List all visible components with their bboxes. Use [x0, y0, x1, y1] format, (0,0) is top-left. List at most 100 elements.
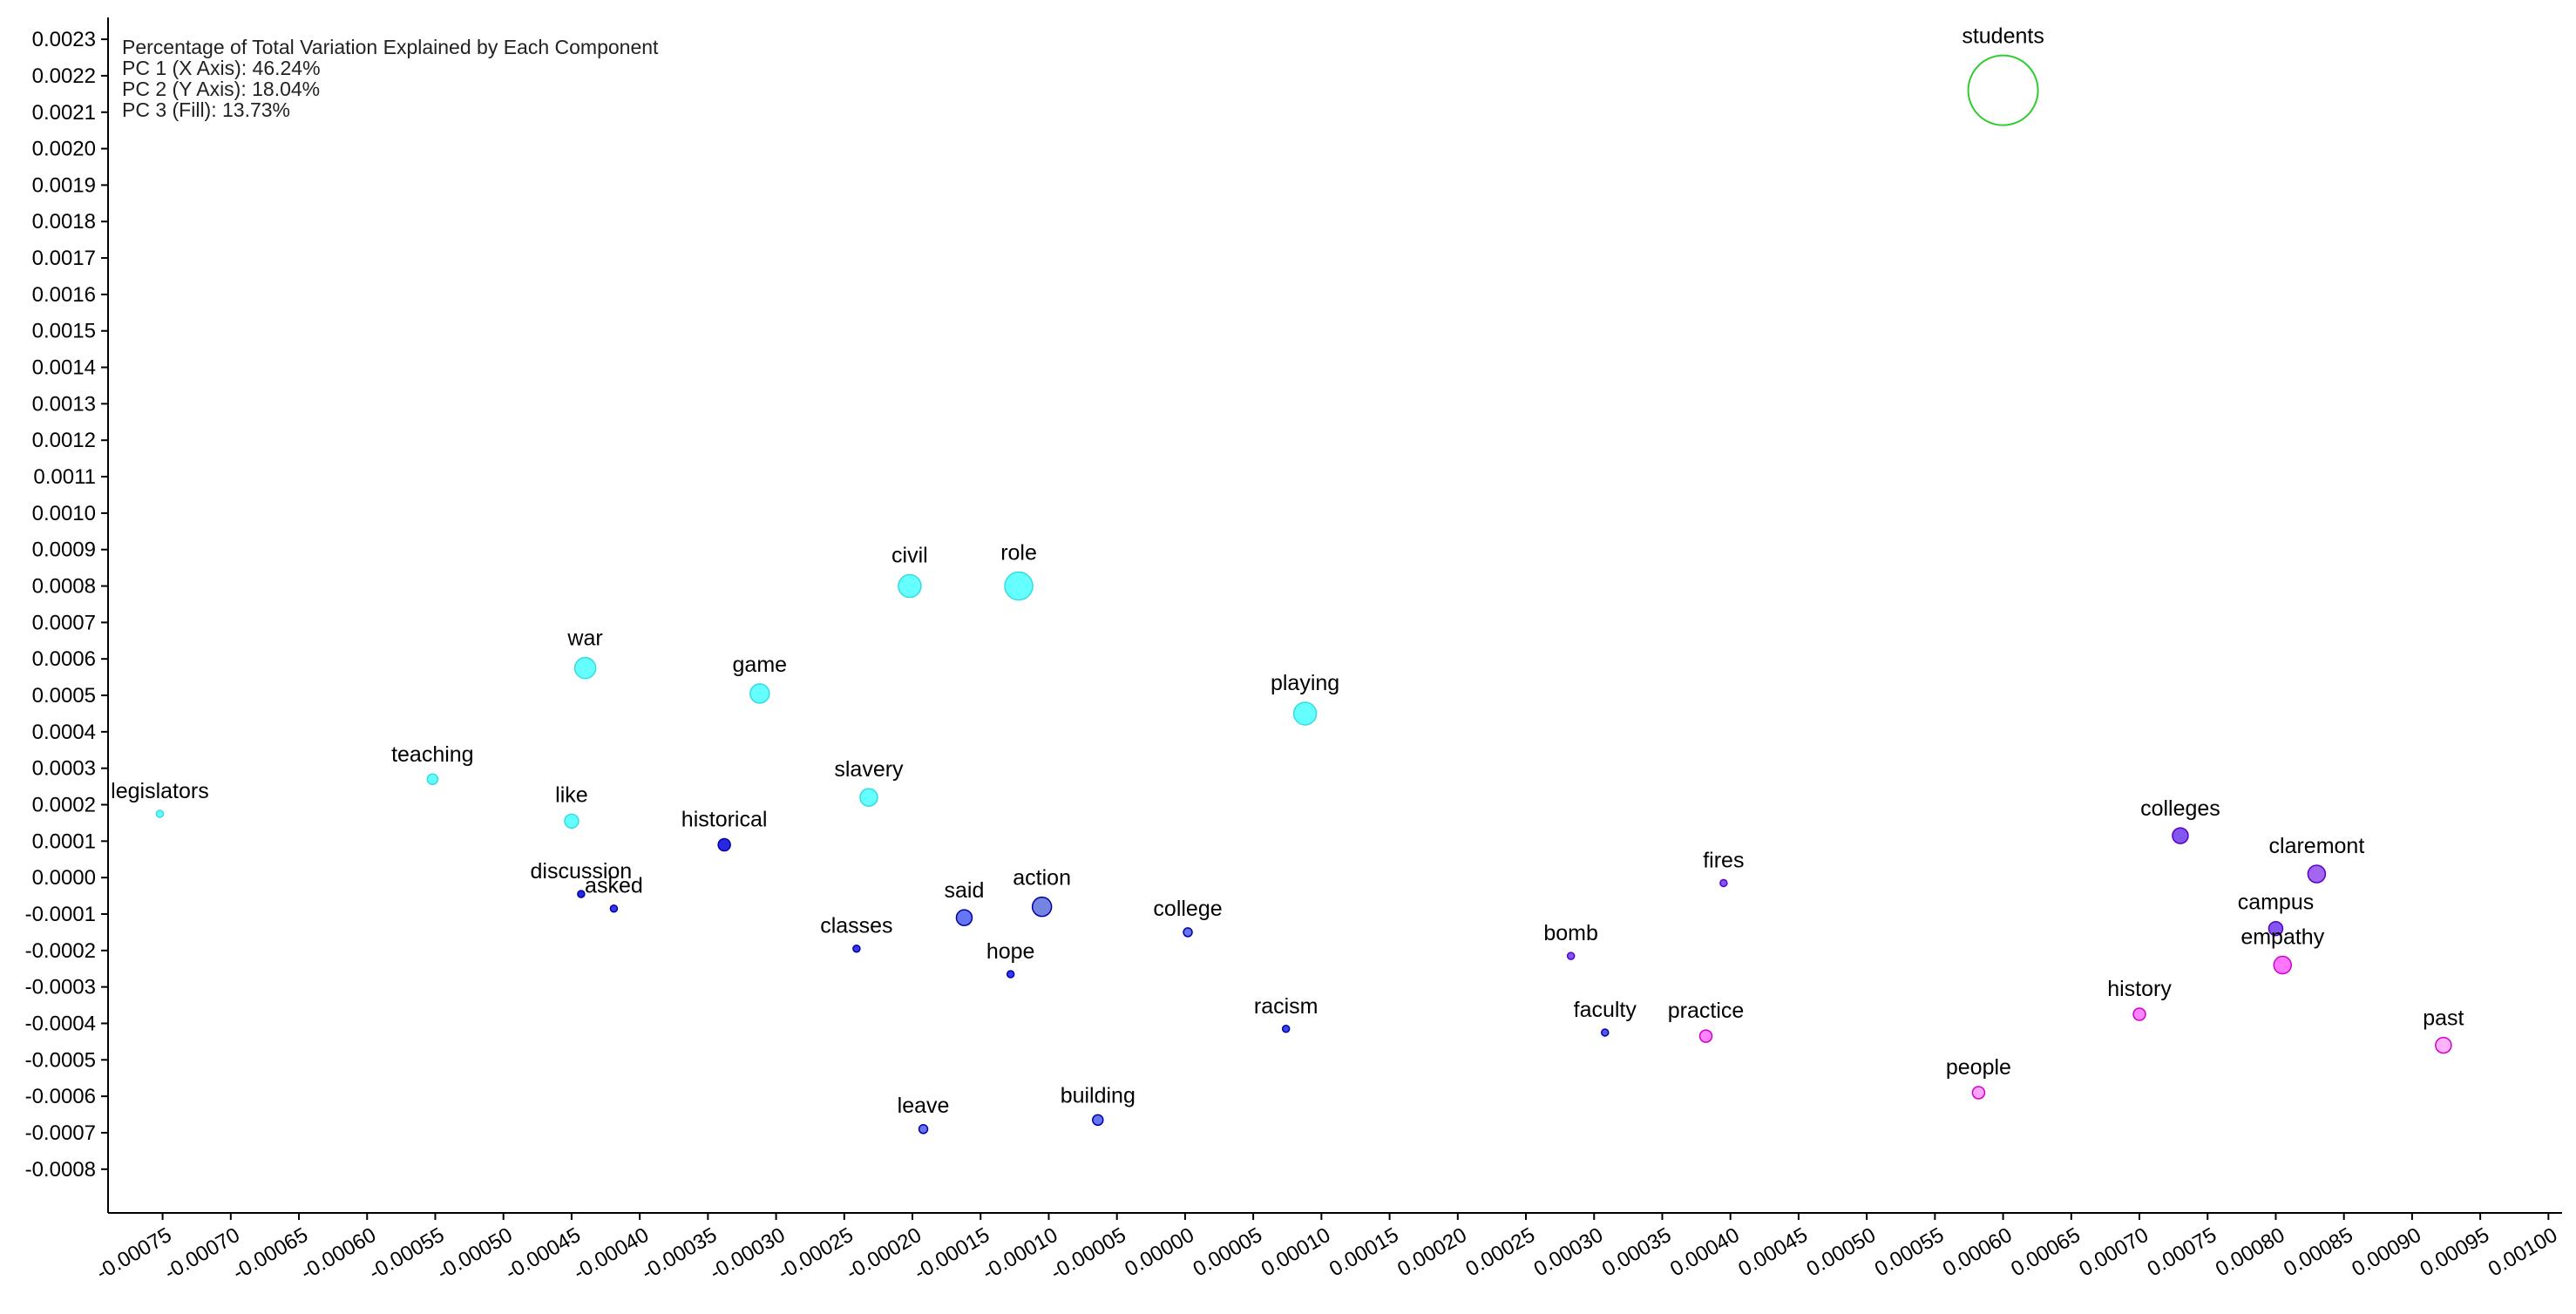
y-tick-label: 0.0016 — [32, 283, 96, 307]
x-tick-label: 0.00075 — [2144, 1223, 2221, 1282]
label-building: building — [1061, 1083, 1135, 1107]
label-campus: campus — [2238, 891, 2315, 915]
label-empathy: empathy — [2240, 925, 2324, 950]
x-tick-label: 0.00010 — [1257, 1223, 1335, 1282]
x-tick-label: 0.00060 — [1939, 1223, 2017, 1282]
x-tick-label: -0.00060 — [297, 1223, 381, 1285]
point-said — [955, 909, 973, 926]
point-war — [573, 656, 597, 680]
x-tick-label: 0.00070 — [2075, 1223, 2152, 1282]
x-tick-label: 0.00100 — [2484, 1223, 2562, 1282]
x-tick-label: -0.00010 — [979, 1223, 1062, 1285]
label-students: students — [1962, 24, 2044, 49]
label-legislators: legislators — [111, 779, 209, 803]
x-tick-label: 0.00095 — [2416, 1223, 2493, 1282]
x-tick-label: -0.00075 — [92, 1223, 176, 1285]
x-tick-label: -0.00025 — [774, 1223, 858, 1285]
point-historical — [717, 837, 731, 852]
x-tick-label: 0.00080 — [2212, 1223, 2289, 1282]
y-tick-label: -0.0007 — [25, 1121, 96, 1145]
point-past — [2435, 1036, 2452, 1054]
axes: 0.0023 0.0022 0.0021 0.0020 0.0019 0.0018 0.00… — [25, 17, 2562, 1285]
label-claremont: claremont — [2269, 834, 2365, 858]
y-tick-label: -0.0001 — [25, 903, 96, 926]
point-playing — [1292, 701, 1318, 726]
label-like: like — [555, 782, 588, 807]
point-classes — [852, 944, 861, 953]
x-tick-label: 0.00005 — [1189, 1223, 1266, 1282]
point-like — [564, 813, 580, 830]
x-tick-label: 0.00030 — [1530, 1223, 1608, 1282]
point-slavery — [859, 788, 878, 807]
x-tick-label: 0.00015 — [1325, 1223, 1403, 1282]
x-tick-label: -0.00065 — [228, 1223, 312, 1285]
x-tick-label: 0.00045 — [1734, 1223, 1812, 1282]
label-hope: hope — [986, 939, 1035, 964]
label-bomb: bomb — [1543, 921, 1598, 945]
x-tick-label: -0.00005 — [1047, 1223, 1130, 1285]
y-tick-label: -0.0006 — [25, 1085, 96, 1108]
y-tick-label: 0.0022 — [32, 64, 96, 88]
point-college — [1183, 927, 1193, 938]
point-hope — [1006, 970, 1015, 979]
x-tick-label: 0.00040 — [1666, 1223, 1744, 1282]
y-tick-label: 0.0014 — [32, 356, 96, 380]
y-tick-label: 0.0020 — [32, 138, 96, 161]
point-empathy — [2273, 955, 2293, 975]
y-tick-label: -0.0005 — [25, 1048, 96, 1072]
label-people: people — [1946, 1055, 2011, 1080]
x-tick-label: 0.00055 — [1871, 1223, 1949, 1282]
x-tick-label: 0.00085 — [2280, 1223, 2357, 1282]
y-tick-label: 0.0023 — [32, 28, 96, 51]
label-practice: practice — [1668, 999, 1745, 1023]
point-bomb — [1566, 952, 1576, 960]
y-tick-label: 0.0018 — [32, 210, 96, 234]
point-colleges — [2172, 827, 2189, 844]
point-racism — [1281, 1025, 1291, 1033]
label-role: role — [1000, 541, 1037, 566]
pc3-variance: PC 3 (Fill): 13.73% — [122, 98, 290, 121]
y-tick-label: 0.0019 — [32, 173, 96, 197]
label-said: said — [945, 878, 985, 903]
x-tick-label: 0.00025 — [1461, 1223, 1539, 1282]
variance-title: Percentage of Total Variation Explained … — [122, 36, 659, 58]
y-tick-label: 0.0015 — [32, 320, 96, 343]
pc2-variance: PC 2 (Y Axis): 18.04% — [122, 78, 320, 100]
label-war: war — [566, 627, 602, 651]
y-tick-label: 0.0006 — [32, 647, 96, 671]
y-tick-label: 0.0013 — [32, 392, 96, 416]
data-points — [155, 54, 2452, 1135]
label-faculty: faculty — [1574, 998, 1637, 1022]
y-tick-label: 0.0007 — [32, 611, 96, 634]
label-playing: playing — [1271, 671, 1339, 695]
label-slavery: slavery — [834, 757, 904, 782]
point-asked — [609, 904, 619, 913]
x-tick-label: -0.00045 — [501, 1223, 585, 1285]
y-tick-label: 0.0003 — [32, 757, 96, 781]
x-tick-label: -0.00070 — [160, 1223, 244, 1285]
y-tick-label: 0.0001 — [32, 830, 96, 853]
label-game: game — [733, 653, 788, 677]
x-tick-label: -0.00015 — [911, 1223, 994, 1285]
label-action: action — [1013, 866, 1071, 891]
x-tick-label: -0.00035 — [638, 1223, 722, 1285]
x-tick-label: -0.00020 — [842, 1223, 925, 1285]
point-history — [2132, 1007, 2146, 1021]
label-asked: asked — [585, 874, 643, 898]
point-discussion — [577, 890, 586, 898]
point-claremont — [2307, 864, 2327, 884]
y-tick-label: 0.0005 — [32, 684, 96, 708]
point-action — [1031, 896, 1053, 918]
point-building — [1092, 1114, 1104, 1127]
point-faculty — [1601, 1028, 1610, 1037]
y-tick-label: 0.0021 — [32, 101, 96, 125]
point-practice — [1698, 1029, 1713, 1043]
label-history: history — [2107, 977, 2172, 1001]
y-tick-label: 0.0000 — [32, 866, 96, 890]
y-tick-label: 0.0008 — [32, 575, 96, 599]
y-tick-label: 0.0004 — [32, 721, 96, 744]
label-past: past — [2423, 1006, 2464, 1031]
x-tick-label: 0.00000 — [1121, 1223, 1198, 1282]
x-tick-label: -0.00055 — [365, 1223, 449, 1285]
